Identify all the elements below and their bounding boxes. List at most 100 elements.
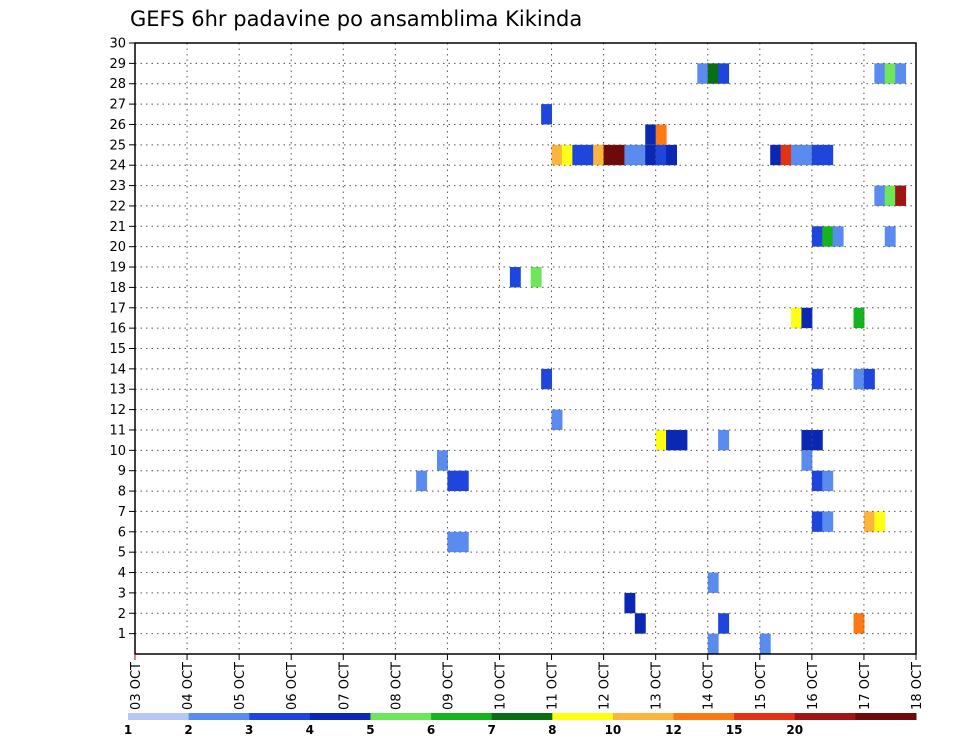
- colorbar-label-10: 15: [726, 723, 743, 737]
- cell-66: [718, 613, 730, 634]
- cell-31: [822, 226, 834, 247]
- x-tick-label-5: 08 OCT: [389, 662, 404, 710]
- cell-20: [666, 144, 677, 166]
- y-tick-label-7: 7: [118, 505, 126, 520]
- cell-21: [770, 144, 782, 166]
- colorbar-swatch-10: [734, 713, 796, 720]
- colorbar-swatch-3: [309, 713, 371, 720]
- colorbar-label-9: 12: [665, 723, 682, 737]
- y-tick-label-2: 2: [118, 607, 126, 622]
- colorbar-label-7: 8: [548, 723, 556, 737]
- y-tick-label-3: 3: [118, 586, 126, 601]
- colorbar-label-1: 2: [184, 723, 192, 737]
- cell-38: [853, 307, 865, 329]
- cell-68: [707, 633, 719, 654]
- x-tick-label-1: 04 OCT: [181, 662, 196, 710]
- cell-41: [853, 368, 865, 390]
- cell-13: [593, 144, 605, 166]
- colorbar-label-2: 3: [245, 723, 253, 737]
- y-axis: 1234567891011121314151617181920212223242…: [109, 37, 135, 642]
- colorbar: 1 2 3 4 5 6 7 8 10 12 15 20: [124, 713, 917, 737]
- cell-36: [791, 307, 802, 329]
- y-tick-label-22: 22: [109, 199, 126, 214]
- colorbar-label-8: 10: [605, 723, 622, 737]
- cell-16: [624, 144, 636, 166]
- x-tick-label-11: 14 OCT: [702, 662, 717, 710]
- y-tick-label-17: 17: [109, 301, 126, 316]
- cell-59: [863, 511, 875, 532]
- cell-6: [541, 104, 553, 125]
- cell-57: [811, 511, 823, 532]
- cell-12: [582, 144, 594, 166]
- y-tick-label-12: 12: [109, 403, 126, 418]
- x-tick-label-14: 17 OCT: [858, 662, 873, 710]
- cell-60: [874, 511, 886, 532]
- colorbar-label-11: 20: [786, 723, 803, 737]
- cells-layer: [416, 63, 907, 654]
- x-tick-label-8: 11 OCT: [546, 662, 561, 710]
- y-tick-label-25: 25: [109, 138, 126, 153]
- cell-65: [634, 613, 646, 634]
- colorbar-swatch-5: [431, 713, 493, 720]
- colorbar-label-5: 6: [427, 723, 435, 737]
- cell-46: [676, 429, 688, 451]
- y-tick-label-13: 13: [109, 383, 126, 398]
- cell-37: [801, 307, 813, 329]
- cell-44: [655, 429, 667, 451]
- cell-10: [561, 144, 573, 166]
- colorbar-swatch-12: [855, 713, 917, 720]
- y-tick-label-21: 21: [109, 220, 126, 235]
- x-tick-label-2: 05 OCT: [233, 662, 248, 710]
- cell-67: [853, 613, 865, 634]
- cell-52: [416, 470, 428, 492]
- y-tick-label-5: 5: [118, 546, 126, 561]
- cell-53: [447, 470, 459, 492]
- y-tick-label-6: 6: [118, 525, 126, 540]
- colorbar-swatch-9: [673, 713, 735, 720]
- cell-28: [884, 185, 896, 206]
- cell-9: [551, 144, 563, 166]
- cell-26: [822, 144, 834, 166]
- cell-35: [530, 267, 542, 288]
- cell-43: [551, 409, 563, 430]
- cell-17: [634, 144, 646, 166]
- x-tick-label-7: 10 OCT: [493, 662, 508, 710]
- cell-51: [436, 450, 448, 471]
- colorbar-swatch-1: [188, 713, 250, 720]
- cell-8: [655, 124, 667, 145]
- y-tick-label-16: 16: [109, 322, 126, 337]
- cell-14: [603, 144, 615, 166]
- x-tick-label-0: 03 OCT: [129, 662, 144, 710]
- cell-33: [884, 226, 896, 247]
- cell-19: [655, 144, 667, 166]
- cell-62: [457, 531, 469, 553]
- y-tick-label-19: 19: [109, 261, 126, 276]
- colorbar-label-6: 7: [488, 723, 496, 737]
- colorbar-swatch-8: [612, 713, 675, 720]
- cell-27: [874, 185, 886, 206]
- y-tick-label-4: 4: [118, 566, 126, 581]
- y-tick-label-9: 9: [118, 464, 126, 479]
- y-tick-label-11: 11: [109, 423, 126, 438]
- colorbar-swatch-11: [794, 713, 856, 720]
- y-tick-label-15: 15: [109, 342, 126, 357]
- x-tick-label-6: 09 OCT: [441, 662, 456, 710]
- cell-7: [645, 124, 657, 145]
- x-axis: 03 OCT 04 OCT 05 OCT 06 OCT 07 OCT 08 OCT 09 O…: [129, 654, 925, 710]
- cell-61: [447, 531, 459, 553]
- y-tick-label-24: 24: [109, 159, 126, 174]
- cell-45: [666, 429, 677, 451]
- y-tick-label-14: 14: [109, 362, 126, 377]
- colorbar-swatch-2: [249, 713, 311, 720]
- cell-42: [863, 368, 875, 390]
- cell-58: [822, 511, 834, 532]
- cell-69: [759, 633, 771, 654]
- cell-48: [801, 429, 813, 451]
- cell-30: [811, 226, 823, 247]
- cell-47: [718, 429, 730, 451]
- cell-55: [811, 470, 823, 492]
- cell-54: [457, 470, 469, 492]
- y-tick-label-18: 18: [109, 281, 126, 296]
- y-tick-label-1: 1: [118, 627, 126, 642]
- cell-11: [572, 144, 584, 166]
